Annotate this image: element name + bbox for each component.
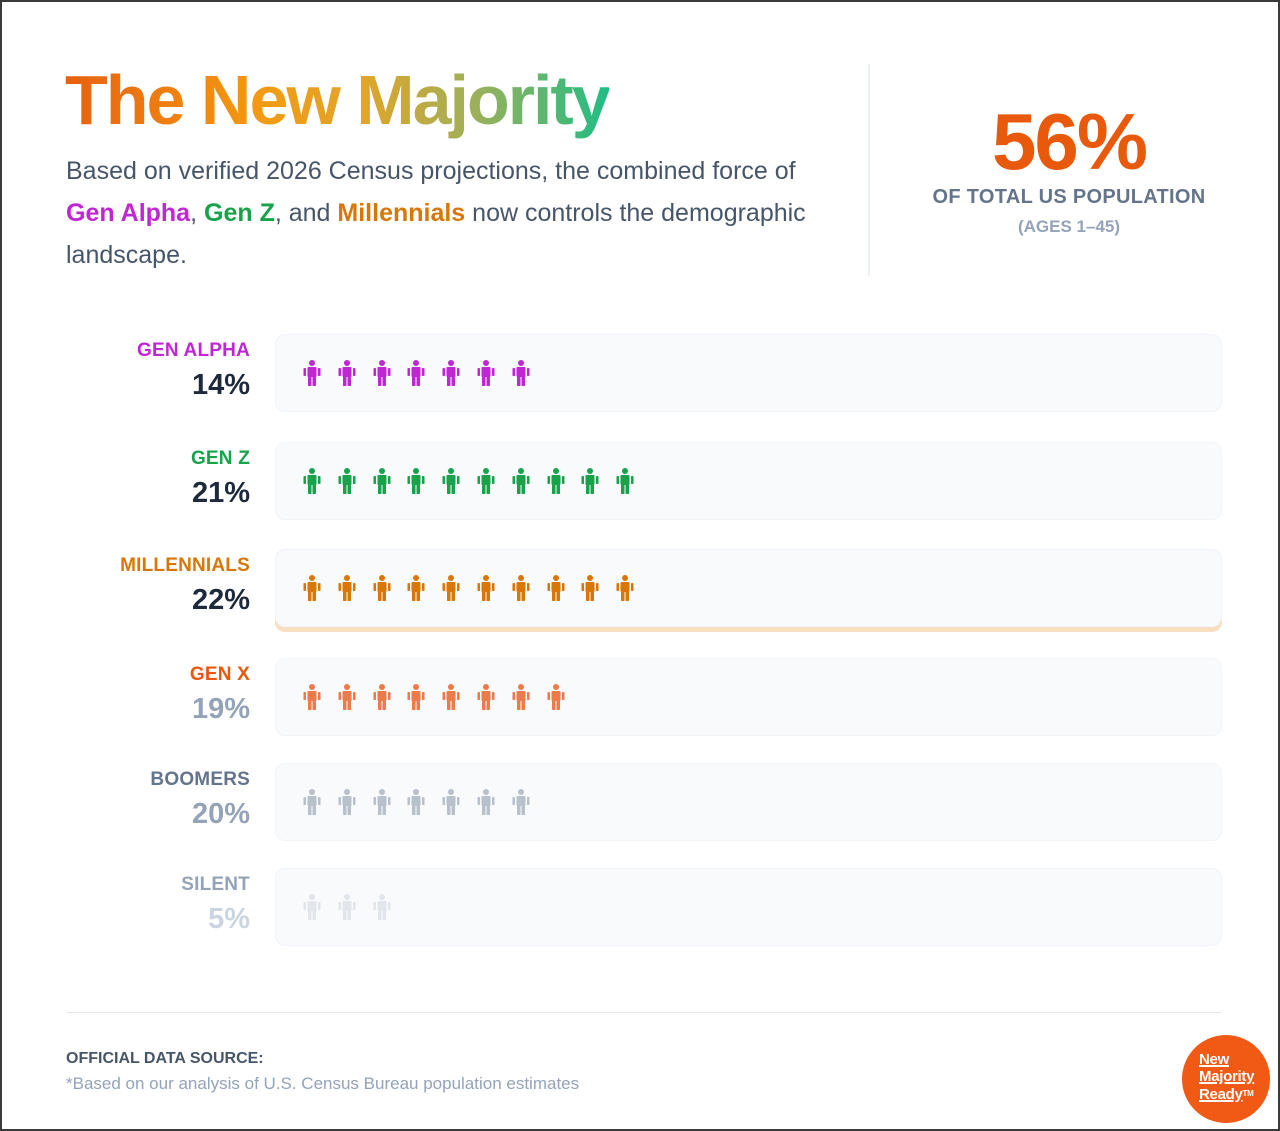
stat-sublabel: (AGES 1–45) (1017, 217, 1121, 236)
icon-row (302, 575, 650, 601)
chart-row: BOOMERS 20% (62, 763, 1224, 841)
icon-row (302, 360, 546, 386)
row-label: GEN Z (190, 448, 250, 469)
intro-comma: , (190, 199, 204, 227)
person-icon (407, 789, 425, 815)
stat-value: 56% (991, 97, 1148, 186)
intro-and: , and (274, 199, 338, 227)
intro-text: Based on verified 2026 Census projection… (66, 150, 846, 276)
person-icon (477, 789, 495, 815)
person-icon (303, 468, 321, 494)
person-icon (512, 468, 530, 494)
row-percent: 5% (208, 903, 250, 935)
row-percent: 19% (191, 693, 250, 725)
person-icon (303, 575, 321, 601)
person-icon (338, 684, 356, 710)
person-icon (338, 789, 356, 815)
person-icon (303, 360, 321, 386)
chart-row: GEN X 19% (62, 658, 1224, 736)
row-percent: 20% (191, 798, 250, 830)
person-icon (373, 684, 391, 710)
person-icon (303, 684, 321, 710)
person-icon (442, 789, 460, 815)
stat-label: OF TOTAL US POPULATION (932, 186, 1206, 208)
person-icon (477, 468, 495, 494)
person-icon (512, 684, 530, 710)
person-icon (407, 360, 425, 386)
badge-line-3: Ready (1199, 1086, 1243, 1103)
row-label: GEN X (189, 664, 250, 685)
row-track (275, 334, 1222, 412)
highlight-millennials: Millennials (337, 199, 466, 227)
person-icon (373, 468, 391, 494)
row-label: SILENT (181, 874, 250, 895)
person-icon (407, 468, 425, 494)
row-track (275, 868, 1222, 946)
person-icon (616, 468, 634, 494)
icon-row (302, 468, 650, 494)
badge-line-3-wrap: ReadyTM (1199, 1085, 1270, 1103)
person-icon (407, 684, 425, 710)
footer-divider (66, 1012, 1222, 1013)
source-title: OFFICIAL DATA SOURCE: (66, 1050, 264, 1067)
chart-row: GEN Z 21% (62, 442, 1224, 520)
person-icon (547, 575, 565, 601)
brand-badge: New Majority ReadyTM (1182, 1035, 1270, 1123)
person-icon (512, 789, 530, 815)
row-track (275, 658, 1222, 736)
person-icon (442, 575, 460, 601)
person-icon (373, 360, 391, 386)
icon-row (302, 894, 406, 920)
page-title: The New Majority (65, 61, 611, 139)
row-percent: 22% (191, 584, 250, 616)
row-percent: 14% (191, 369, 250, 401)
row-percent: 21% (191, 477, 250, 509)
badge-tm: TM (1242, 1089, 1254, 1098)
highlight-gen-alpha: Gen Alpha (66, 199, 191, 227)
person-icon (442, 468, 460, 494)
person-icon (616, 575, 634, 601)
person-icon (338, 894, 356, 920)
person-icon (547, 468, 565, 494)
source-note: *Based on our analysis of U.S. Census Bu… (66, 1074, 580, 1093)
person-icon (512, 575, 530, 601)
person-icon (373, 575, 391, 601)
person-icon (477, 360, 495, 386)
chart-row: SILENT 5% (62, 868, 1224, 946)
person-icon (442, 360, 460, 386)
person-icon (407, 575, 425, 601)
row-label: GEN ALPHA (137, 340, 250, 361)
person-icon (373, 789, 391, 815)
person-icon (442, 684, 460, 710)
person-icon (338, 468, 356, 494)
intro-part1: Based on verified 2026 Census projection… (66, 157, 796, 185)
row-label: MILLENNIALS (120, 555, 250, 576)
person-icon (303, 789, 321, 815)
intro-part2: now controls the demographic landscape. (66, 199, 806, 269)
person-icon (373, 894, 391, 920)
person-icon (547, 684, 565, 710)
highlight-gen-z: Gen Z (204, 199, 275, 227)
row-track (275, 549, 1222, 627)
row-label: BOOMERS (150, 769, 250, 790)
badge-line-2: Majority (1199, 1068, 1255, 1085)
person-icon (477, 575, 495, 601)
person-icon (512, 360, 530, 386)
icon-row (302, 684, 580, 710)
vertical-divider (868, 64, 870, 276)
row-track (275, 763, 1222, 841)
headline-stat: 56% OF TOTAL US POPULATION (AGES 1–45) (902, 94, 1236, 237)
person-icon (338, 360, 356, 386)
person-icon (303, 894, 321, 920)
person-icon (338, 575, 356, 601)
person-icon (581, 468, 599, 494)
person-icon (581, 575, 599, 601)
person-icon (477, 684, 495, 710)
chart-row: GEN ALPHA 14% (62, 334, 1224, 412)
chart-row: MILLENNIALS 22% (62, 549, 1224, 627)
icon-row (302, 789, 546, 815)
row-track (275, 442, 1222, 520)
badge-line-1: New (1199, 1051, 1229, 1068)
